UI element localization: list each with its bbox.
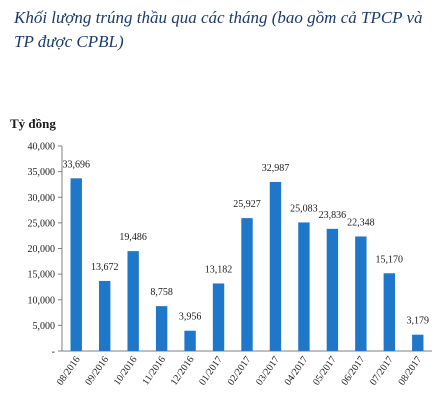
bar	[212, 283, 225, 351]
chart-title: Khối lượng trúng thầu qua các tháng (bao…	[14, 8, 423, 51]
data-label: 33,696	[62, 159, 90, 170]
y-tick-label: 30,000	[28, 193, 56, 204]
bar	[155, 306, 168, 351]
data-label: 13,182	[205, 264, 233, 275]
data-label: 15,170	[376, 254, 404, 265]
x-category-label: 07/2017	[368, 354, 396, 387]
y-tick-label: 10,000	[28, 295, 56, 306]
data-label: 3,179	[407, 316, 430, 327]
data-label: 3,956	[179, 312, 202, 323]
x-category-label: 03/2017	[254, 354, 282, 387]
y-unit-label: Tỷ đồng	[10, 116, 56, 131]
x-category-label: 09/2016	[83, 354, 111, 387]
bar	[127, 251, 139, 351]
y-tick-label: 5,000	[33, 321, 56, 332]
data-label: 19,486	[119, 232, 147, 243]
data-label: 22,348	[347, 217, 375, 228]
x-category-label: 08/2016	[55, 354, 83, 387]
data-label: 32,987	[262, 163, 290, 174]
bar	[383, 273, 395, 351]
y-tick-label: 35,000	[28, 167, 56, 178]
y-tick-label: 15,000	[28, 270, 56, 281]
x-category-label: 05/2017	[311, 354, 339, 387]
x-category-label: 01/2017	[197, 354, 225, 387]
bar	[99, 280, 111, 351]
bar	[326, 228, 339, 351]
x-category-label: 12/2016	[169, 354, 197, 387]
x-category-label: 02/2017	[226, 354, 254, 387]
x-category-label: 11/2016	[140, 354, 168, 387]
y-tick-label: 40,000	[28, 142, 56, 153]
y-tick-label: -	[52, 347, 55, 358]
bar	[412, 334, 424, 351]
x-category-label: 08/2017	[396, 354, 424, 387]
x-category-label: 10/2016	[112, 354, 140, 387]
bar	[241, 218, 253, 351]
data-label: 23,836	[319, 210, 347, 221]
data-label: 13,672	[91, 262, 119, 273]
y-tick-label: 25,000	[28, 218, 56, 229]
bar	[184, 330, 196, 351]
bar	[355, 236, 367, 351]
bar	[298, 222, 310, 351]
y-tick-label: 20,000	[28, 244, 56, 255]
bar	[269, 181, 282, 351]
data-label: 8,758	[150, 287, 173, 298]
bar	[70, 178, 82, 351]
data-label: 25,927	[233, 199, 261, 210]
x-category-label: 04/2017	[283, 354, 311, 387]
x-category-label: 06/2017	[339, 354, 367, 387]
data-label: 25,083	[290, 203, 318, 214]
